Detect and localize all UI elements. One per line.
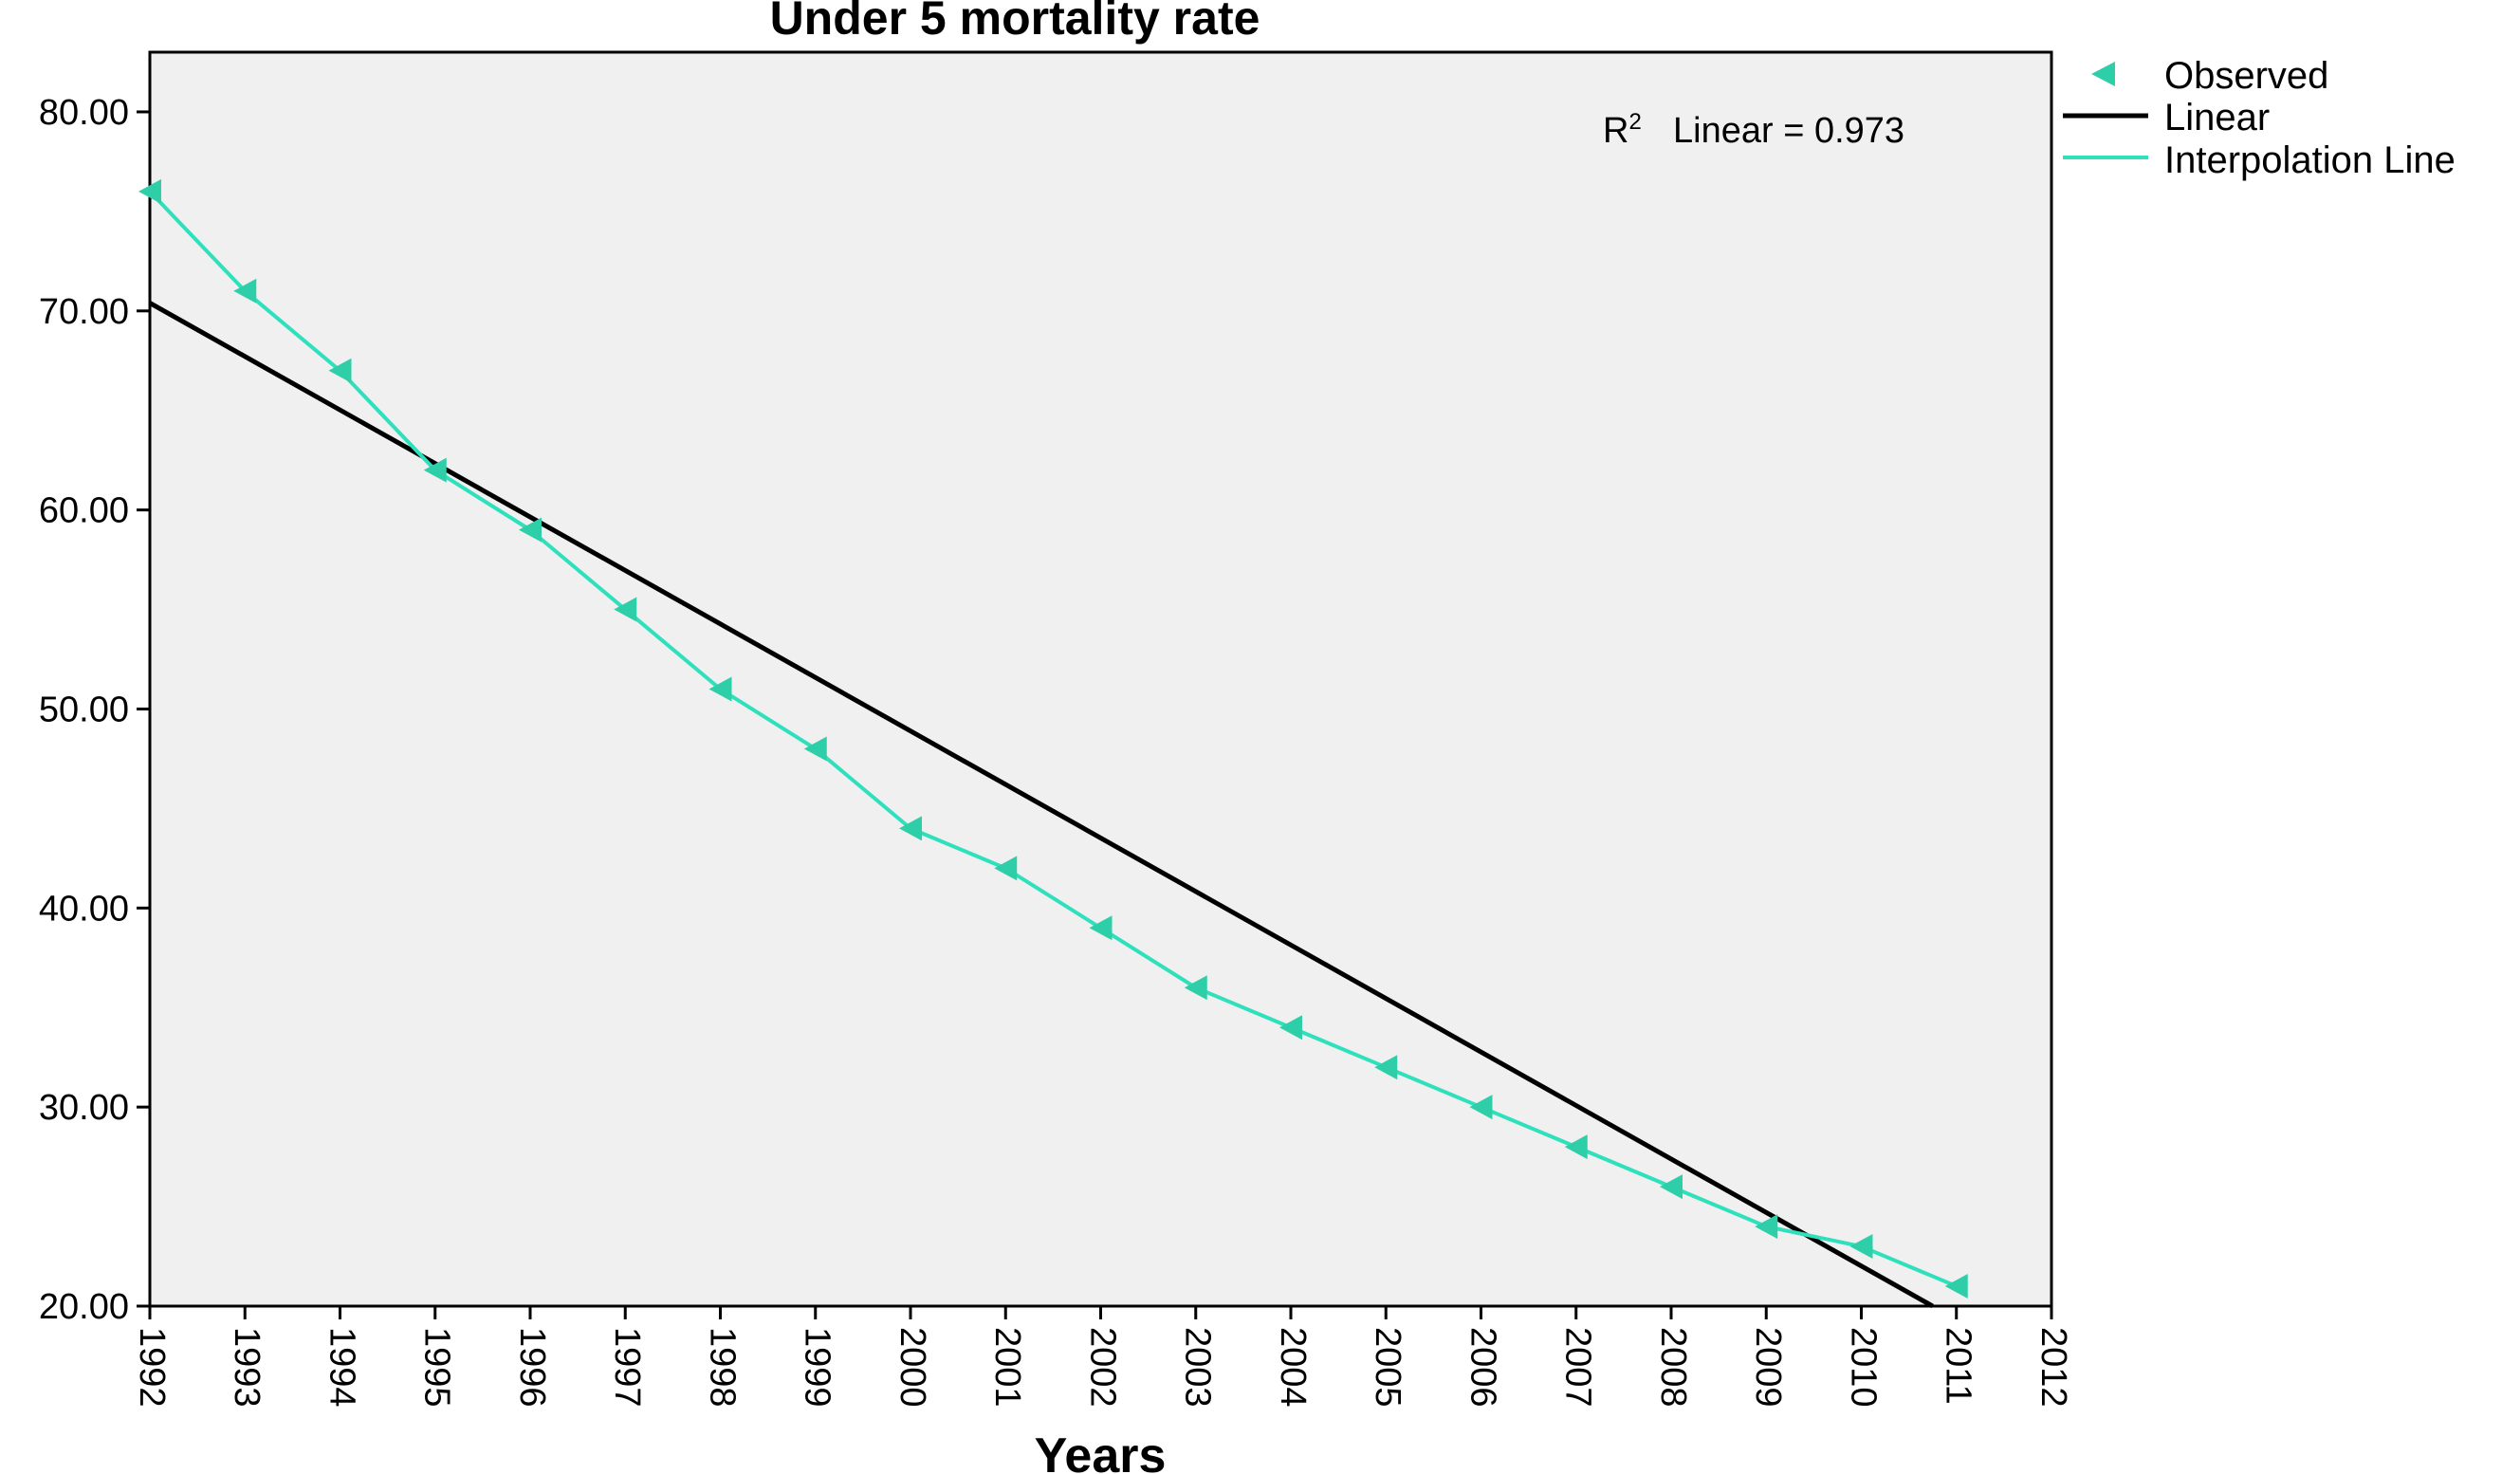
plot-area bbox=[148, 50, 2053, 1308]
r-squared-value: Linear = 0.973 bbox=[1673, 111, 1904, 151]
x-tick-label: 1999 bbox=[798, 1327, 837, 1408]
legend: Observed Linear Interpolation Line bbox=[2063, 55, 2456, 181]
x-tick-label: 2012 bbox=[2033, 1327, 2073, 1408]
r-superscript: 2 bbox=[1628, 109, 1641, 135]
observed-point bbox=[614, 597, 637, 622]
observed-point bbox=[1755, 1214, 1778, 1240]
x-axis-label: Years bbox=[1035, 1428, 1167, 1474]
observed-point bbox=[1944, 1274, 1968, 1299]
legend-observed-label: Observed bbox=[2164, 55, 2328, 97]
observed-point bbox=[803, 736, 827, 762]
x-tick-label: 2000 bbox=[892, 1327, 932, 1408]
observed-point bbox=[1849, 1234, 1873, 1260]
r-squared-symbol: R2 bbox=[1603, 109, 1642, 151]
y-tick-label: 70.00 bbox=[39, 292, 129, 332]
x-tick-label: 2006 bbox=[1462, 1327, 1502, 1408]
observed-point bbox=[233, 278, 257, 304]
x-tick-label: 2008 bbox=[1653, 1327, 1693, 1408]
x-tick-label: 2009 bbox=[1748, 1327, 1788, 1408]
observed-point bbox=[1469, 1095, 1493, 1120]
linear-fit-line bbox=[148, 301, 1934, 1309]
x-tick-label: 2011 bbox=[1939, 1327, 1978, 1405]
y-axis: 20.00 30.00 40.00 50.00 60.00 70.00 80.00 bbox=[39, 93, 150, 1327]
y-tick-label: 20.00 bbox=[39, 1287, 129, 1327]
x-tick-label: 2004 bbox=[1273, 1327, 1313, 1408]
observed-point bbox=[1374, 1055, 1398, 1080]
x-tick-label: 2002 bbox=[1082, 1327, 1122, 1408]
y-tick-label: 30.00 bbox=[39, 1088, 129, 1128]
observed-point bbox=[423, 457, 447, 483]
y-tick-label: 60.00 bbox=[39, 491, 129, 531]
x-tick-label: 1992 bbox=[132, 1327, 172, 1408]
r-squared-annotation: R2 Linear = 0.973 bbox=[1603, 109, 1904, 151]
x-tick-label: 1993 bbox=[227, 1327, 267, 1408]
observed-point bbox=[1089, 915, 1113, 941]
observed-point bbox=[328, 358, 352, 383]
x-tick-label: 1995 bbox=[417, 1327, 457, 1408]
x-tick-label: 1998 bbox=[702, 1327, 742, 1408]
x-tick-label: 1997 bbox=[607, 1327, 647, 1408]
observed-point bbox=[1279, 1015, 1302, 1041]
observed-point bbox=[1184, 975, 1207, 1001]
y-tick-label: 80.00 bbox=[39, 93, 129, 133]
chart-title: Under 5 mortality rate bbox=[770, 0, 1260, 45]
observed-point bbox=[138, 178, 161, 204]
observed-point bbox=[899, 816, 922, 841]
x-tick-label: 2007 bbox=[1558, 1327, 1598, 1408]
y-tick-label: 50.00 bbox=[39, 690, 129, 729]
interpolation-line bbox=[148, 190, 1958, 1288]
observed-point bbox=[994, 856, 1018, 881]
x-axis: 1992 1993 1994 1995 1996 1997 1998 1999 2000 2001… bbox=[132, 1306, 2073, 1408]
x-tick-label: 2005 bbox=[1368, 1327, 1407, 1408]
series-layer bbox=[138, 178, 1968, 1309]
observed-point bbox=[1564, 1134, 1588, 1160]
observed-point bbox=[1660, 1174, 1683, 1200]
legend-linear-label: Linear bbox=[2164, 97, 2270, 138]
x-tick-label: 1994 bbox=[322, 1327, 361, 1408]
x-tick-label: 1996 bbox=[512, 1327, 552, 1408]
x-tick-label: 2001 bbox=[987, 1327, 1027, 1408]
observed-point bbox=[708, 676, 732, 702]
legend-interpolation-label: Interpolation Line bbox=[2164, 139, 2456, 181]
legend-observed-marker bbox=[2091, 62, 2115, 86]
observed-point bbox=[519, 517, 542, 543]
x-tick-label: 2003 bbox=[1178, 1327, 1218, 1408]
x-tick-label: 2010 bbox=[1843, 1327, 1883, 1408]
y-tick-label: 40.00 bbox=[39, 889, 129, 929]
r-letter: R bbox=[1603, 111, 1628, 151]
